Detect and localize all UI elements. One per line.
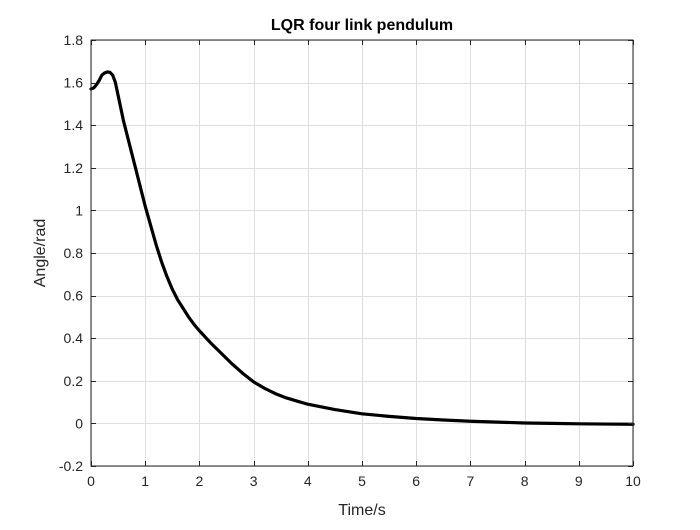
x-tick-label: 10 [625, 473, 641, 489]
y-tick-label: 0 [75, 415, 83, 431]
x-axis-label: Time/s [338, 502, 385, 519]
x-tick-label: 6 [412, 473, 420, 489]
y-axis-label: Angle/rad [32, 219, 49, 288]
y-tick-label: 1 [75, 202, 83, 218]
series-line [89, 70, 635, 426]
x-tick-label: 5 [358, 473, 366, 489]
y-tick-label: 0.8 [64, 245, 84, 261]
y-tick-label: 1.6 [64, 75, 84, 91]
x-tick-label: 0 [87, 473, 95, 489]
y-tick-label: 0.4 [64, 330, 84, 346]
x-tick-label: 2 [196, 473, 204, 489]
y-tick-label: 0.2 [64, 373, 84, 389]
ticks [91, 40, 634, 467]
x-tick-label: 1 [141, 473, 149, 489]
x-tick-label: 7 [467, 473, 475, 489]
y-tick-label: 0.6 [64, 288, 84, 304]
chart-title: LQR four link pendulum [271, 17, 453, 34]
x-tick-label: 3 [250, 473, 258, 489]
x-tick-label: 4 [304, 473, 312, 489]
y-tick-label: 1.4 [64, 117, 84, 133]
tick-labels: 0 1 2 3 4 5 6 7 8 9 10-0.200.20.40.60.811.21.41.61… [59, 32, 641, 489]
x-tick-label: 8 [521, 473, 529, 489]
y-tick-label: -0.2 [59, 458, 83, 474]
y-tick-label: 1.8 [64, 32, 84, 48]
x-tick-label: 9 [575, 473, 583, 489]
y-tick-label: 1.2 [64, 160, 84, 176]
